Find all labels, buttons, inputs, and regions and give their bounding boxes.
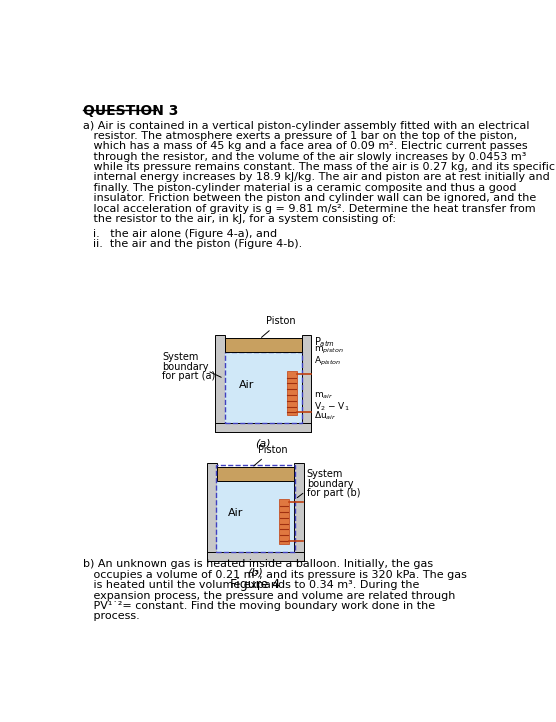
Text: i.   the air alone (Figure 4-a), and: i. the air alone (Figure 4-a), and [93,229,277,239]
Bar [225,339,302,352]
Text: insulator. Friction between the piston and cylinder wall can be ignored, and the: insulator. Friction between the piston a… [83,193,537,204]
Text: boundary: boundary [162,362,209,372]
Bar [215,334,225,432]
Bar [207,552,304,561]
Text: Δu$_{air}$: Δu$_{air}$ [314,409,337,422]
Text: Air: Air [227,508,243,518]
Text: System: System [307,469,343,479]
Text: QUESTION 3: QUESTION 3 [83,103,179,118]
Text: P$_{atm}$: P$_{atm}$ [314,335,335,349]
Text: local acceleration of gravity is g = 9.81 m/s². Determine the heat transfer from: local acceleration of gravity is g = 9.8… [83,204,536,214]
Text: System: System [162,352,199,362]
Text: is heated until the volume expands to 0.34 m³. During the: is heated until the volume expands to 0.… [83,580,420,590]
Text: V$_2$ − V$_1$: V$_2$ − V$_1$ [314,400,350,412]
Text: (a): (a) [255,438,271,448]
Bar [225,352,302,423]
Bar [216,465,295,552]
Text: the resistor to the air, in kJ, for a system consisting of:: the resistor to the air, in kJ, for a sy… [83,214,396,224]
Text: internal energy increases by 18.9 kJ/kg. The air and piston are at rest initiall: internal energy increases by 18.9 kJ/kg.… [83,173,550,183]
Text: process.: process. [83,612,140,622]
Text: m$_{piston}$: m$_{piston}$ [314,345,344,357]
Text: through the resistor, and the volume of the air slowly increases by 0.0453 m³: through the resistor, and the volume of … [83,152,527,162]
Text: Piston: Piston [254,445,287,466]
Text: Air: Air [239,380,254,390]
Text: which has a mass of 45 kg and a face area of 0.09 m². Electric current passes: which has a mass of 45 kg and a face are… [83,142,528,152]
Bar [279,500,289,544]
Text: b) An unknown gas is heated inside a balloon. Initially, the gas: b) An unknown gas is heated inside a bal… [83,560,434,570]
Text: Piston: Piston [261,316,295,337]
Text: m$_{air}$: m$_{air}$ [314,391,334,401]
Text: occupies a volume of 0.21 m³, and its pressure is 320 kPa. The gas: occupies a volume of 0.21 m³, and its pr… [83,570,468,580]
Bar [302,334,311,432]
Text: resistor. The atmosphere exerts a pressure of 1 bar on the top of the piston,: resistor. The atmosphere exerts a pressu… [83,131,518,141]
Text: Figure 4: Figure 4 [230,578,281,591]
Bar [294,464,304,561]
Text: for part (b): for part (b) [307,488,360,497]
Text: boundary: boundary [307,479,353,489]
Bar [217,467,294,481]
Text: for part (a): for part (a) [162,371,216,380]
Bar [207,464,217,561]
Text: ii.  the air and the piston (Figure 4-b).: ii. the air and the piston (Figure 4-b). [93,240,302,250]
Text: a) Air is contained in a vertical piston-cylinder assembly fitted with an electr: a) Air is contained in a vertical piston… [83,121,530,131]
Bar [225,352,302,423]
Text: while its pressure remains constant. The mass of the air is 0.27 kg, and its spe: while its pressure remains constant. The… [83,162,555,172]
Text: (b): (b) [247,567,264,577]
Text: expansion process, the pressure and volume are related through: expansion process, the pressure and volu… [83,591,456,601]
Text: PV¹˙²= constant. Find the moving boundary work done in the: PV¹˙²= constant. Find the moving boundar… [83,601,435,611]
Text: A$_{piston}$: A$_{piston}$ [314,355,341,367]
Bar [217,481,294,552]
Bar [215,423,311,432]
Bar [286,371,296,415]
Text: finally. The piston-cylinder material is a ceramic composite and thus a good: finally. The piston-cylinder material is… [83,183,517,193]
